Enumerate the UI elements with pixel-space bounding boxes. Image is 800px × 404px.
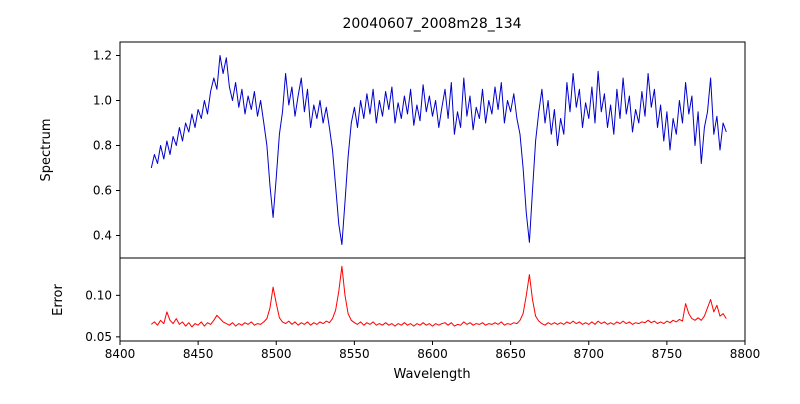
error-line xyxy=(150,265,727,328)
x-tick-label: 8600 xyxy=(417,347,448,361)
x-axis: 8400 8450 8500 8550 8600 8650 8700 8750 8800 xyxy=(105,341,761,361)
x-tick-label: 8800 xyxy=(730,347,761,361)
spectrum-y-axis-label: Spectrum xyxy=(39,119,54,182)
error-panel: 0.05 0.10 xyxy=(85,257,746,344)
error-y-axis-label: Error xyxy=(51,284,66,316)
y-tick-label: 0.4 xyxy=(93,229,112,243)
y-tick-label: 0.10 xyxy=(85,288,112,302)
x-axis-label: Wavelength xyxy=(393,367,470,382)
x-tick-label: 8650 xyxy=(495,347,526,361)
y-tick-label: 1.2 xyxy=(93,49,112,63)
chart-title: 20040607_2008m28_134 xyxy=(342,16,521,32)
error-border xyxy=(119,257,746,342)
spectrum-line xyxy=(150,55,727,245)
x-tick-label: 8400 xyxy=(105,347,136,361)
y-tick-label: 0.05 xyxy=(85,330,112,344)
y-tick-label: 0.8 xyxy=(93,139,112,153)
spectrum-panel: 0.4 0.6 0.8 1.0 1.2 xyxy=(93,41,746,259)
y-tick-label: 0.6 xyxy=(93,184,112,198)
spectrum-border xyxy=(119,41,746,259)
x-tick-label: 8750 xyxy=(652,347,683,361)
x-tick-label: 8500 xyxy=(261,347,292,361)
x-tick-label: 8700 xyxy=(573,347,604,361)
x-tick-label: 8450 xyxy=(183,347,214,361)
x-tick-label: 8550 xyxy=(339,347,370,361)
y-tick-label: 1.0 xyxy=(93,94,112,108)
